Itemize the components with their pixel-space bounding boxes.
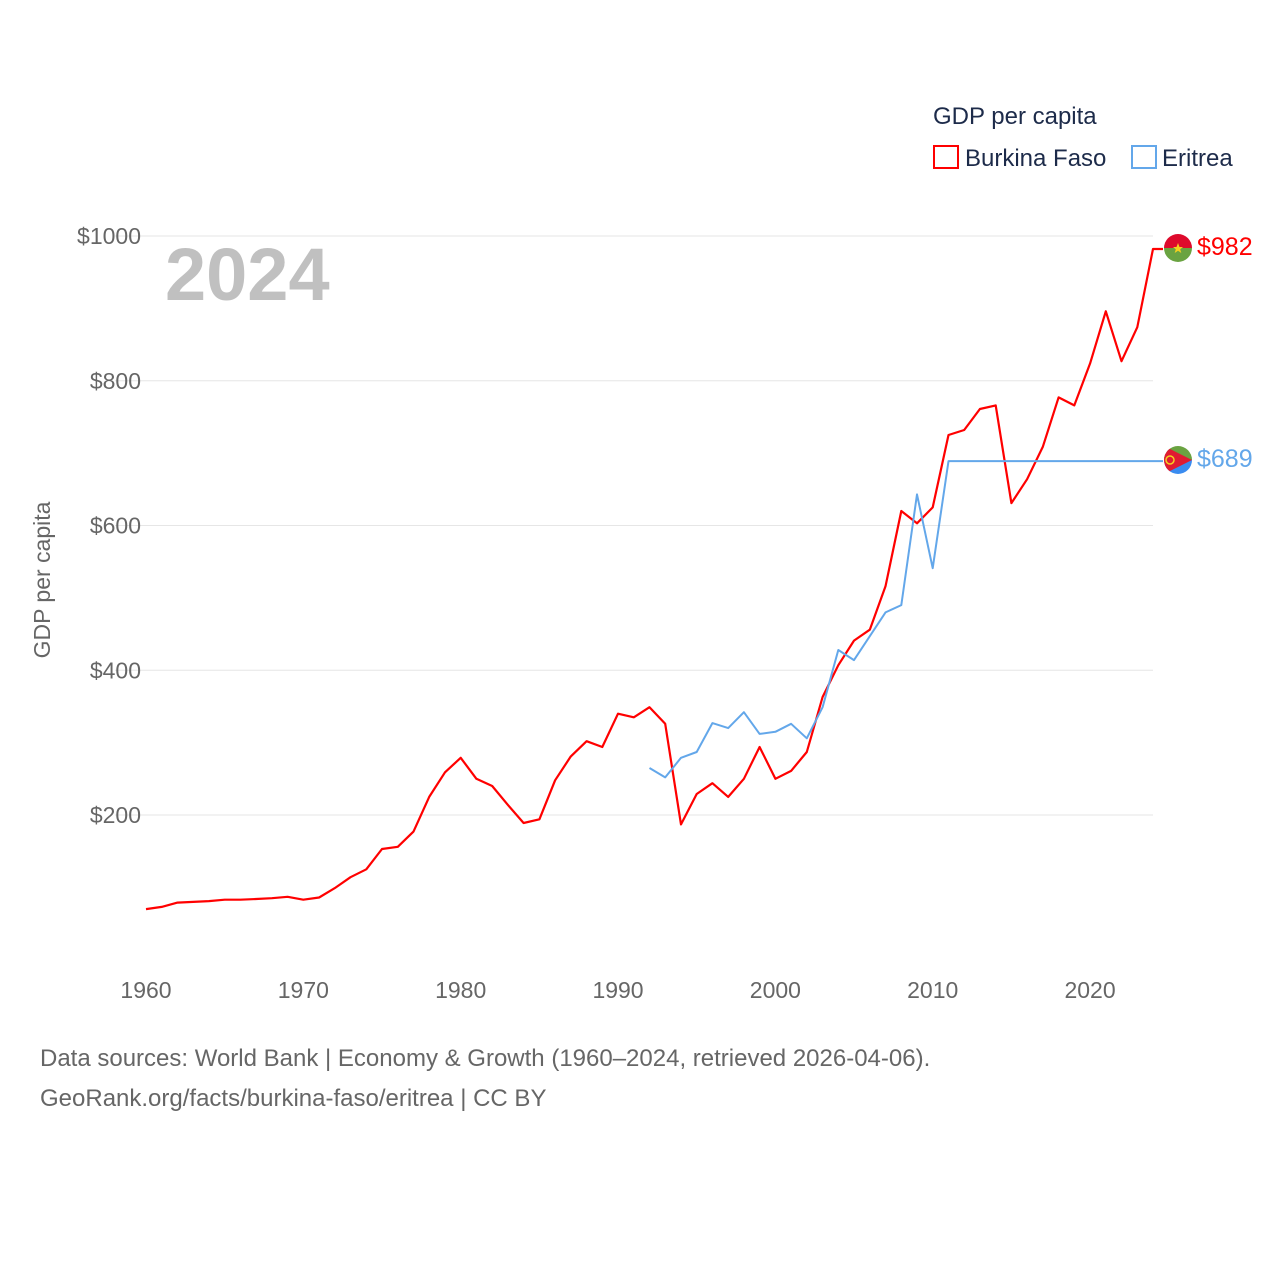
legend-swatch-eritrea[interactable] — [1131, 145, 1157, 169]
y-tick-label: $600 — [90, 513, 141, 539]
y-tick-label: $200 — [90, 802, 141, 828]
burkina-faso-flag-icon — [1164, 234, 1192, 262]
legend-label-eritrea[interactable]: Eritrea — [1162, 145, 1233, 172]
series-line-eritrea — [648, 460, 1163, 779]
y-axis-label: GDP per capita — [29, 501, 55, 658]
x-tick-label: 1970 — [278, 977, 329, 1003]
footer-sources: Data sources: World Bank | Economy & Gro… — [40, 1045, 931, 1072]
y-tick-label: $1000 — [77, 223, 141, 249]
y-tick-label: $800 — [90, 368, 141, 394]
y-tick-label: $400 — [90, 657, 141, 683]
x-tick-label: 1990 — [592, 977, 643, 1003]
year-label: 2024 — [165, 233, 330, 316]
x-tick-label: 1980 — [435, 977, 486, 1003]
end-value-label: $982 — [1197, 233, 1253, 261]
legend-title: GDP per capita — [933, 103, 1097, 130]
series-line-burkina-faso — [145, 247, 1163, 911]
x-tick-label: 2020 — [1064, 977, 1115, 1003]
x-tick-label: 2000 — [750, 977, 801, 1003]
x-tick-label: 2010 — [907, 977, 958, 1003]
footer-attribution[interactable]: GeoRank.org/facts/burkina-faso/eritrea |… — [40, 1085, 547, 1112]
x-tick-label: 1960 — [120, 977, 171, 1003]
legend-swatch-burkina-faso[interactable] — [933, 145, 959, 169]
end-value-label: $689 — [1197, 445, 1253, 473]
eritrea-flag-icon — [1164, 446, 1192, 474]
legend-label-burkina-faso[interactable]: Burkina Faso — [965, 145, 1106, 172]
